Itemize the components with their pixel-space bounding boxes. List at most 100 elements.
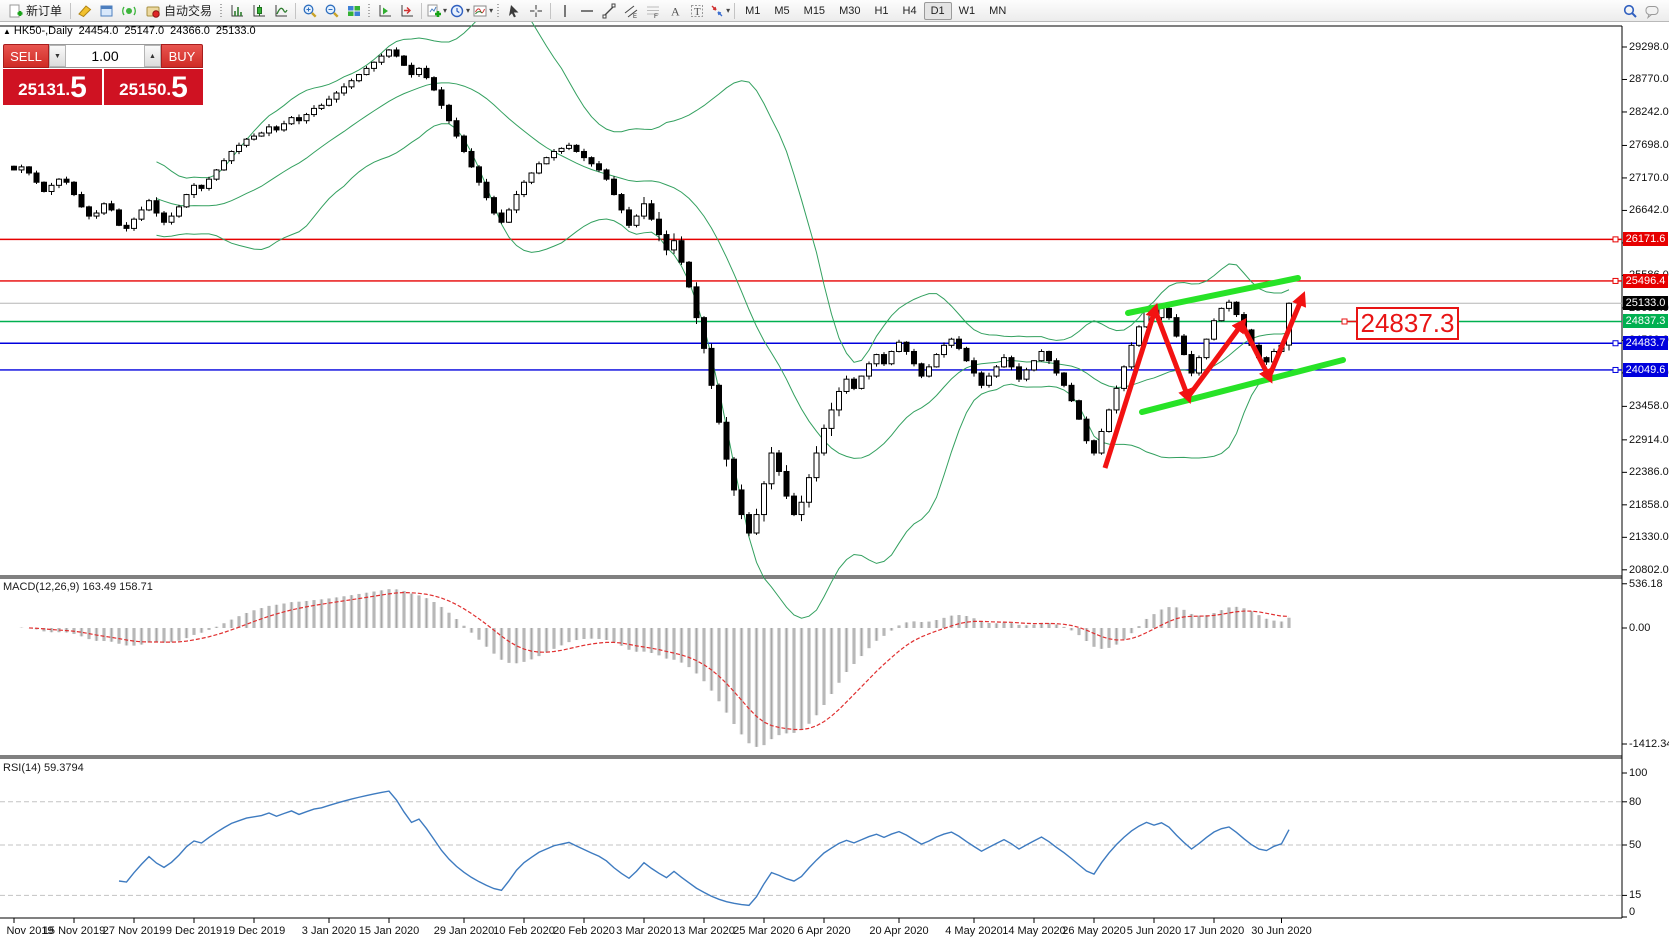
macd-tick: 536.18 xyxy=(1629,577,1663,590)
timeframe-button-m5[interactable]: M5 xyxy=(774,4,790,17)
periods-clock-icon xyxy=(449,3,465,19)
arrows-shapes-icon xyxy=(709,3,725,19)
date-tick: 25 Mar 2020 xyxy=(733,925,795,937)
timeframe-button-d1[interactable]: D1 xyxy=(923,1,952,20)
dropdown-caret: ▾ xyxy=(489,6,494,15)
price-tick: 28770.0 xyxy=(1629,73,1669,86)
macd-tick: 0.00 xyxy=(1629,622,1651,634)
chart-shift-button[interactable] xyxy=(396,1,418,21)
date-tick: 3 Mar 2020 xyxy=(616,925,672,937)
search-button[interactable] xyxy=(1619,1,1641,21)
price-tick: 21330.0 xyxy=(1629,531,1669,544)
cursor-button[interactable] xyxy=(503,1,525,21)
bar-chart-button[interactable] xyxy=(226,1,248,21)
price-badge: 26171.6 xyxy=(1623,232,1668,247)
date-tick: 5 Jun 2020 xyxy=(1126,925,1182,937)
sell-price[interactable]: 25131. 5 xyxy=(3,69,102,105)
rsi-indicator-label: RSI(14) 59.3794 xyxy=(3,762,84,774)
price-badge: 25133.0 xyxy=(1623,296,1668,311)
date-tick: 10 Feb 2020 xyxy=(493,925,555,937)
buy-price[interactable]: 25150. 5 xyxy=(104,69,203,105)
zoom-in-icon xyxy=(302,3,318,19)
divider xyxy=(550,2,552,19)
price-callout[interactable]: 24837.3 xyxy=(1356,307,1459,340)
timeframe-button-h1[interactable]: H1 xyxy=(874,4,889,17)
profiles-icon xyxy=(99,3,115,19)
price-tick: 23458.0 xyxy=(1629,400,1669,413)
toolbar: 新订单 自动交易 ▾ ▾ ▾ E F A T ▾ xyxy=(0,0,1669,22)
date-tick: 19 Dec 2019 xyxy=(222,925,286,937)
autotrading-button[interactable]: 自动交易 xyxy=(140,1,217,21)
timeframe-button-m1[interactable]: M1 xyxy=(745,4,761,17)
timeframe-button-mn[interactable]: MN xyxy=(989,4,1007,17)
sell-price-big: 5 xyxy=(70,71,87,104)
date-tick: 13 Mar 2020 xyxy=(673,925,735,937)
one-click-trading-panel: SELL ▼ 1.00 ▲ BUY 25131. 5 25150. 5 xyxy=(3,44,203,105)
volume-stepper: ▼ 1.00 ▲ xyxy=(49,44,161,68)
templates-button[interactable]: ▾ xyxy=(471,1,494,21)
price-tick: 27170.0 xyxy=(1629,171,1669,184)
sell-button[interactable]: SELL xyxy=(3,44,49,68)
divider xyxy=(70,2,72,19)
auto-scroll-icon xyxy=(377,3,393,19)
search-icon xyxy=(1622,3,1638,19)
dropdown-caret: ▾ xyxy=(726,6,731,15)
volume-decrease-button[interactable]: ▼ xyxy=(49,45,66,67)
divider xyxy=(421,2,423,19)
timeframe-button-m15[interactable]: M15 xyxy=(803,4,826,17)
styler-button[interactable] xyxy=(74,1,96,21)
channel-button[interactable]: E xyxy=(620,1,642,21)
divider xyxy=(295,2,297,19)
horizontal-line-button[interactable] xyxy=(576,1,598,21)
trendline-button[interactable] xyxy=(598,1,620,21)
zoom-out-icon xyxy=(324,3,340,19)
tile-windows-button[interactable] xyxy=(343,1,365,21)
text-a-icon: A xyxy=(667,3,683,19)
date-tick: 6 Apr 2020 xyxy=(797,925,851,937)
date-tick: 27 Nov 2019 xyxy=(102,925,166,937)
price-badge: 24049.6 xyxy=(1623,362,1668,377)
timeframe-button-h4[interactable]: H4 xyxy=(902,4,917,17)
arrows-button[interactable]: ▾ xyxy=(708,1,731,21)
timeframe-button-m30[interactable]: M30 xyxy=(839,4,861,17)
macd-tick: -1412.34 xyxy=(1629,738,1669,750)
line-chart-icon xyxy=(273,3,289,19)
date-tick: 20 Feb 2020 xyxy=(553,925,615,937)
sell-price-main: 25131. xyxy=(18,80,71,99)
text-button[interactable]: A xyxy=(664,1,686,21)
chat-icon xyxy=(1644,3,1660,19)
volume-value[interactable]: 1.00 xyxy=(91,48,119,64)
periods-button[interactable]: ▾ xyxy=(448,1,471,21)
date-tick: 15 Nov 2019 xyxy=(42,925,106,937)
auto-scroll-button[interactable] xyxy=(374,1,396,21)
date-tick: 9 Dec 2019 xyxy=(165,925,223,937)
dropdown-caret: ▾ xyxy=(466,6,471,15)
indicators-button[interactable]: ▾ xyxy=(425,1,448,21)
chat-button[interactable] xyxy=(1641,1,1663,21)
price-tick: 21858.0 xyxy=(1629,498,1669,511)
candlestick-chart-icon xyxy=(251,3,267,19)
candlestick-chart-button[interactable] xyxy=(248,1,270,21)
crosshair-button[interactable] xyxy=(525,1,547,21)
fibonacci-icon: F xyxy=(645,3,661,20)
text-label-button[interactable]: T xyxy=(686,1,708,21)
timeframe-button-w1[interactable]: W1 xyxy=(958,4,976,17)
autotrading-icon xyxy=(145,3,161,19)
zoom-in-button[interactable] xyxy=(299,1,321,21)
line-chart-button[interactable] xyxy=(270,1,292,21)
signal-button[interactable] xyxy=(118,1,140,21)
fibonacci-button[interactable]: F xyxy=(642,1,664,21)
toolbar-grip xyxy=(496,3,502,18)
vertical-line-button[interactable] xyxy=(554,1,576,21)
buy-button[interactable]: BUY xyxy=(161,44,203,68)
profiles-button[interactable] xyxy=(96,1,118,21)
new-order-button[interactable]: 新订单 xyxy=(2,1,67,21)
text-label-icon: T xyxy=(689,3,705,19)
zoom-out-button[interactable] xyxy=(321,1,343,21)
toolbar-right-group xyxy=(1619,1,1663,21)
buy-price-big: 5 xyxy=(171,71,188,104)
rsi-tick: 80 xyxy=(1629,795,1642,808)
volume-increase-button[interactable]: ▲ xyxy=(144,45,161,67)
